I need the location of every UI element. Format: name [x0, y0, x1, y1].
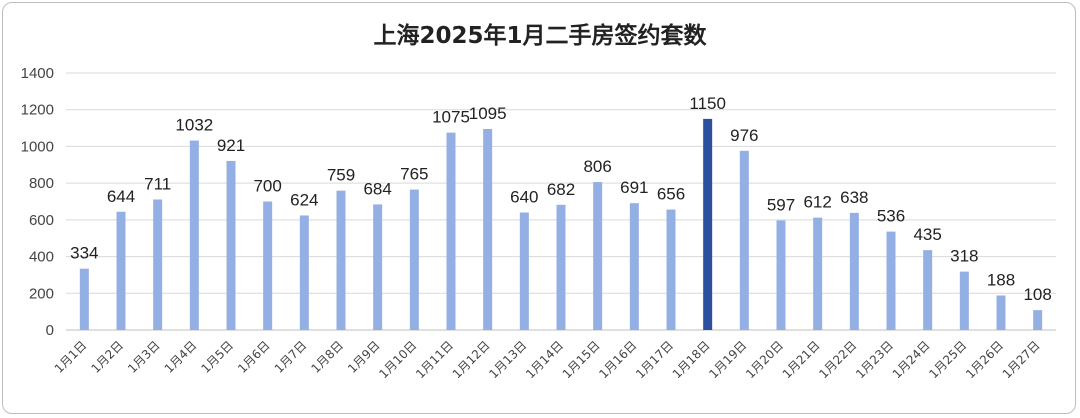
bar [189, 140, 199, 330]
data-label: 700 [253, 177, 281, 196]
bar [703, 118, 713, 331]
data-label: 536 [877, 207, 905, 226]
data-label: 1075 [432, 108, 470, 127]
bar [739, 150, 749, 330]
y-tick-label: 1200 [21, 102, 54, 119]
x-tick-label: 1月24日 [890, 338, 933, 381]
data-label: 318 [950, 247, 978, 266]
x-tick-label: 1月26日 [963, 338, 1006, 381]
bar [336, 190, 346, 330]
x-tick-label: 1月11日 [413, 338, 456, 381]
x-tick-label: 1月4日 [162, 338, 200, 376]
x-tick-label: 1月7日 [272, 338, 310, 376]
bar [886, 231, 896, 330]
data-label: 188 [987, 270, 1015, 289]
bar [923, 250, 933, 330]
x-tick-label: 1月15日 [560, 338, 603, 381]
bar [483, 128, 493, 330]
y-tick-label: 600 [29, 212, 54, 229]
data-label: 806 [583, 157, 611, 176]
bar [666, 209, 676, 330]
data-label: 765 [400, 165, 428, 184]
data-label: 108 [1023, 285, 1051, 304]
y-tick-label: 400 [29, 249, 54, 266]
bar [996, 295, 1006, 330]
bar [79, 268, 89, 330]
bar [373, 204, 383, 330]
x-tick-label: 1月22日 [816, 338, 859, 381]
x-tick-label: 1月13日 [486, 338, 529, 381]
bar [776, 220, 786, 330]
x-tick-label: 1月18日 [670, 338, 713, 381]
bar [153, 199, 163, 330]
data-label: 711 [144, 174, 171, 193]
x-tick-label: 1月21日 [780, 338, 823, 381]
data-label: 334 [70, 244, 98, 263]
x-tick-label: 1月12日 [450, 338, 493, 381]
data-label: 612 [803, 193, 831, 212]
x-tick-label: 1月16日 [596, 338, 639, 381]
x-tick-label: 1月1日 [52, 338, 90, 376]
x-tick-label: 1月5日 [198, 338, 236, 376]
bar [593, 182, 603, 330]
bar [629, 203, 639, 330]
data-label: 656 [657, 185, 685, 204]
data-label: 684 [363, 179, 391, 198]
data-label: 976 [730, 126, 758, 145]
x-tick-label: 1月8日 [308, 338, 346, 376]
bar [446, 132, 456, 330]
bar [409, 189, 419, 330]
x-tick-label: 1月23日 [853, 338, 896, 381]
data-label: 921 [217, 136, 245, 155]
data-label: 1032 [175, 116, 213, 135]
data-label: 597 [767, 195, 795, 214]
x-tick-label: 1月6日 [235, 338, 273, 376]
data-label: 640 [510, 188, 538, 207]
bar [813, 217, 823, 330]
y-tick-label: 1000 [21, 138, 54, 155]
data-label: 759 [327, 166, 355, 185]
data-label: 682 [547, 180, 575, 199]
data-label: 644 [107, 187, 135, 206]
bar [263, 201, 273, 330]
data-label: 691 [620, 178, 648, 197]
x-tick-label: 1月10日 [376, 338, 419, 381]
data-label: 1095 [469, 104, 507, 123]
data-label: 1150 [689, 94, 726, 113]
bar [519, 212, 529, 330]
y-tick-label: 0 [46, 322, 54, 339]
x-tick-label: 1月20日 [743, 338, 786, 381]
bar [226, 160, 236, 330]
y-tick-label: 800 [29, 175, 54, 192]
y-tick-label: 200 [29, 285, 54, 302]
bar [849, 212, 859, 330]
bar [1033, 310, 1043, 330]
bar [556, 204, 566, 330]
data-label: 435 [913, 225, 941, 244]
x-tick-label: 1月27日 [1000, 338, 1043, 381]
x-tick-label: 1月19日 [706, 338, 749, 381]
bar [959, 271, 969, 330]
x-tick-label: 1月25日 [926, 338, 969, 381]
x-tick-label: 1月14日 [523, 338, 566, 381]
bar [116, 211, 126, 330]
y-tick-label: 1400 [21, 65, 54, 82]
chart-title: 上海2025年1月二手房签约套数 [373, 23, 707, 49]
x-tick-label: 1月2日 [88, 338, 126, 376]
data-label: 624 [290, 190, 318, 209]
data-label: 638 [840, 188, 868, 207]
bar [299, 215, 309, 330]
x-tick-label: 1月17日 [633, 338, 676, 381]
x-tick-label: 1月3日 [125, 338, 163, 376]
